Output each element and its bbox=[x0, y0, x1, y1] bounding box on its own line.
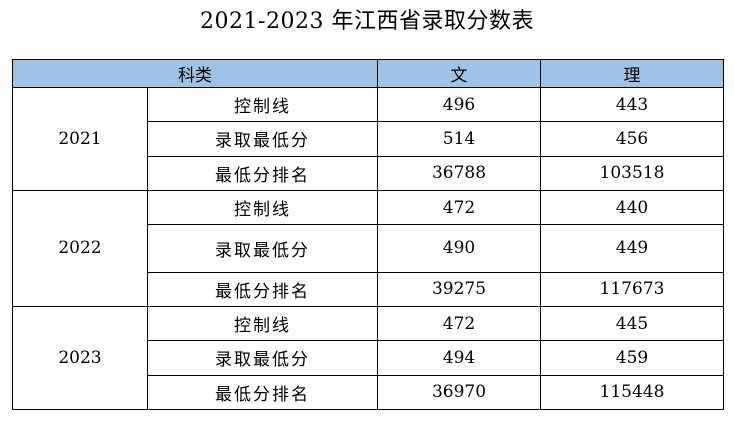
page-title: 2021-2023 年江西省录取分数表 bbox=[200, 9, 534, 34]
metric-cell: 最低分排名 bbox=[147, 271, 378, 308]
metric-cell: 控制线 bbox=[147, 86, 378, 123]
metric-cell: 控制线 bbox=[147, 305, 378, 342]
metric-cell: 最低分排名 bbox=[147, 374, 378, 411]
table-row: 录取最低分 490 449 bbox=[13, 224, 724, 273]
li-cell: 445 bbox=[540, 305, 724, 342]
metric-cell: 录取最低分 bbox=[147, 340, 378, 376]
table-row: 最低分排名 36788 103518 bbox=[13, 155, 724, 191]
table-row: 最低分排名 36970 115448 bbox=[13, 374, 724, 411]
wen-cell: 490 bbox=[377, 224, 541, 273]
table-row: 2022 控制线 472 440 bbox=[12, 189, 724, 308]
li-cell: 103518 bbox=[540, 155, 724, 191]
wen-cell: 472 bbox=[377, 189, 541, 226]
wen-cell: 36970 bbox=[377, 374, 541, 411]
metric-cell: 录取最低分 bbox=[147, 224, 378, 273]
wen-cell: 496 bbox=[377, 86, 541, 123]
year-cell: 2022 bbox=[12, 189, 148, 308]
li-cell: 459 bbox=[540, 340, 724, 376]
metric-cell: 最低分排名 bbox=[147, 155, 378, 191]
wen-cell: 514 bbox=[377, 121, 541, 157]
table-header-row: 科类 文 理 bbox=[12, 59, 724, 88]
table-row: 录取最低分 514 456 bbox=[13, 121, 724, 157]
table-row: 2023 控制线 472 445 bbox=[12, 305, 724, 410]
year-cell: 2023 bbox=[12, 306, 148, 410]
table-row: 最低分排名 39275 117673 bbox=[13, 271, 724, 308]
header-wen: 文 bbox=[377, 59, 541, 88]
li-cell: 449 bbox=[540, 224, 724, 273]
wen-cell: 494 bbox=[377, 340, 541, 376]
year-cell: 2021 bbox=[12, 87, 148, 191]
li-cell: 117673 bbox=[540, 271, 724, 308]
li-cell: 456 bbox=[540, 121, 724, 157]
li-cell: 440 bbox=[540, 189, 724, 226]
header-category: 科类 bbox=[12, 59, 378, 88]
wen-cell: 39275 bbox=[377, 271, 541, 308]
metric-cell: 录取最低分 bbox=[147, 121, 378, 157]
score-table: 科类 文 理 2021 控制线 496 443 录取最低分 514 456 最低… bbox=[12, 59, 724, 411]
table-row: 2021 控制线 496 443 bbox=[12, 86, 724, 191]
header-li: 理 bbox=[540, 59, 724, 88]
wen-cell: 36788 bbox=[377, 155, 541, 191]
li-cell: 115448 bbox=[540, 374, 724, 411]
table-row: 录取最低分 494 459 bbox=[13, 340, 724, 376]
wen-cell: 472 bbox=[377, 305, 541, 342]
metric-cell: 控制线 bbox=[147, 189, 378, 226]
li-cell: 443 bbox=[540, 86, 724, 123]
